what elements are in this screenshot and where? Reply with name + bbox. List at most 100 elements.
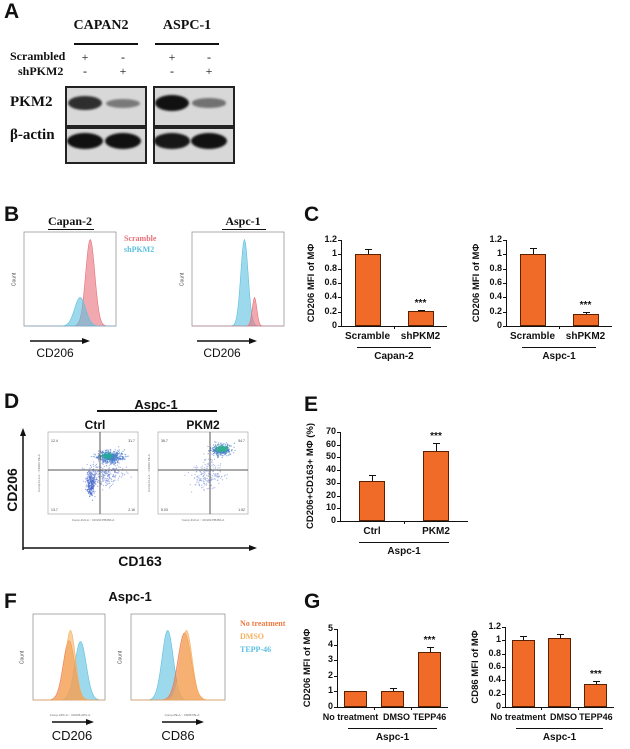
arrow-icon (197, 338, 257, 344)
event-dot (92, 455, 94, 457)
event-dot (88, 491, 90, 493)
event-dot (203, 474, 205, 476)
event-dot (213, 478, 216, 480)
event-dot (127, 455, 129, 457)
event-dot (86, 479, 88, 481)
event-dot (198, 477, 200, 479)
event-dot (200, 467, 202, 469)
event-dot (102, 472, 104, 474)
event-dot (113, 458, 115, 460)
y-tick (503, 283, 506, 284)
y-tick (503, 254, 506, 256)
quadrant-value: 54.7 (238, 439, 245, 443)
event-dot (115, 467, 117, 469)
event-dot (202, 479, 204, 481)
event-dot (202, 476, 204, 478)
event-dot (91, 487, 93, 489)
band-beta-actin (191, 133, 227, 149)
xlabel-cd86-f: CD86 (161, 728, 195, 743)
event-dot (208, 471, 210, 473)
ylabel-count-b2: Count (179, 272, 186, 287)
event-dot (206, 465, 208, 467)
event-dot (214, 441, 216, 443)
event-dot (198, 480, 200, 482)
event-dot (105, 481, 107, 483)
event-dot (110, 451, 112, 453)
sign-scrambled: - (121, 50, 125, 64)
error-bar (436, 443, 437, 452)
event-dot (94, 476, 96, 478)
event-dot (92, 488, 94, 491)
y-tick-label: 1 (495, 634, 501, 645)
event-dot (114, 468, 116, 470)
event-dot (207, 462, 210, 464)
event-dot (85, 486, 87, 488)
event-dot (212, 470, 214, 473)
panel-label-a: A (4, 0, 20, 23)
event-dot (106, 472, 108, 474)
event-dot (121, 456, 124, 458)
event-dot (109, 471, 111, 473)
event-dot (205, 467, 207, 470)
y-tick-label: 5 (327, 623, 333, 633)
x-tick-label: shPKM2 (565, 331, 606, 342)
event-dot (110, 452, 112, 454)
bar (423, 451, 449, 521)
event-dot (123, 458, 125, 461)
event-dot (106, 449, 108, 452)
bar (354, 254, 381, 326)
event-dot (211, 459, 213, 461)
event-dot (215, 450, 217, 452)
event-dot (89, 495, 91, 497)
event-dot (93, 453, 95, 455)
y-axis-label: CD206 MFI of MΦ (471, 243, 482, 323)
bar (344, 691, 367, 707)
event-dot (196, 479, 199, 481)
error-bar-cap (426, 646, 434, 648)
y-tick (502, 627, 505, 628)
plot-frame (23, 231, 117, 327)
event-dot (219, 467, 221, 469)
event-dot (87, 470, 90, 473)
event-dot (92, 463, 94, 466)
bar (548, 638, 571, 707)
event-dot (211, 488, 213, 490)
event-dot (234, 449, 236, 451)
event-dot (122, 450, 124, 453)
event-dot (96, 470, 99, 473)
event-dot (231, 450, 233, 452)
x-tick-label: PKM2 (422, 526, 450, 537)
significance-marker: *** (430, 431, 442, 443)
event-dot (227, 447, 230, 449)
arrow-icon (52, 719, 94, 725)
y-tick-label: 30 (325, 476, 336, 487)
sign-scrambled: + (81, 50, 89, 64)
event-dot (112, 483, 114, 485)
event-dot (102, 484, 105, 487)
y-tick (338, 254, 341, 256)
xlabel-cd206-f: CD206 (51, 728, 93, 743)
event-dot (98, 453, 100, 456)
sign-shpkm2: + (119, 64, 127, 78)
event-dot (100, 466, 102, 469)
y-tick-label: 0.6 (324, 277, 337, 287)
event-dot (194, 483, 196, 486)
event-dot (225, 452, 227, 454)
event-dot (212, 463, 214, 466)
y-tick (338, 326, 341, 327)
event-dot (184, 474, 186, 476)
event-dot (216, 447, 219, 449)
event-dot (87, 482, 89, 484)
event-dot (112, 481, 114, 483)
y-tick-label: 1.2 (324, 234, 337, 244)
event-dot (106, 479, 108, 481)
event-dot (212, 448, 214, 451)
event-dot (95, 472, 98, 474)
event-dot (203, 482, 205, 485)
event-dot (100, 471, 103, 473)
event-dot (203, 467, 205, 469)
y-tick (338, 268, 341, 270)
band-pkm2 (68, 96, 102, 110)
event-dot (205, 474, 208, 476)
event-dot (113, 454, 116, 456)
